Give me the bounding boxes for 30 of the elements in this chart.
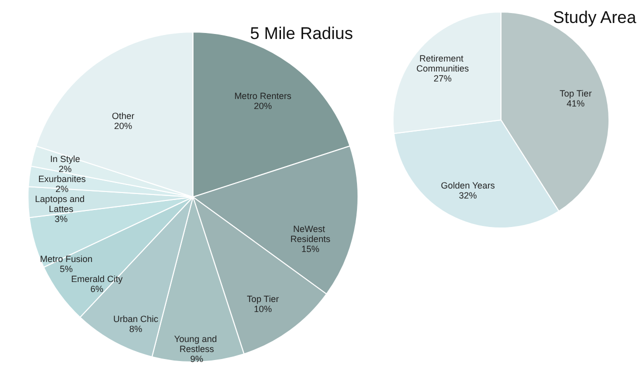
slice-label: Top Tier <box>246 294 279 304</box>
data-label: 2% <box>58 164 72 174</box>
data-label: 41% <box>566 98 585 108</box>
data-label: 32% <box>458 190 477 200</box>
slice-label: Emerald City <box>71 274 124 284</box>
slice-label: Metro Fusion <box>40 254 93 264</box>
data-label: 2% <box>56 184 69 194</box>
slice-label: Young and Restless <box>174 334 220 354</box>
chart-title: 5 Mile Radius <box>250 24 353 43</box>
slice-label: Urban Chic <box>113 314 159 324</box>
data-label: 10% <box>254 304 272 314</box>
data-label: 9% <box>190 354 204 364</box>
data-label: 5% <box>60 264 73 274</box>
chart-title: Study Area <box>553 8 637 27</box>
slice-label: Golden Years <box>440 180 496 190</box>
data-label: 15% <box>301 244 320 254</box>
slice-label: In Style <box>50 154 80 164</box>
slice-label: Laptops and Lattes <box>35 194 88 214</box>
slice-label: Metro Renters <box>234 90 292 101</box>
data-label: 27% <box>434 74 452 84</box>
data-label: 20% <box>114 120 132 131</box>
slice-label: Top Tier <box>560 88 592 98</box>
slice-label: Other <box>112 110 134 121</box>
data-label: 8% <box>129 324 142 334</box>
slice-label: Exurbanites <box>38 174 86 184</box>
slice-label: NeWest Residents <box>290 224 331 244</box>
data-label: 20% <box>254 100 272 111</box>
data-label: 6% <box>90 284 104 294</box>
data-label: 3% <box>54 214 68 224</box>
slice-label: Retirement Communities <box>416 54 470 74</box>
